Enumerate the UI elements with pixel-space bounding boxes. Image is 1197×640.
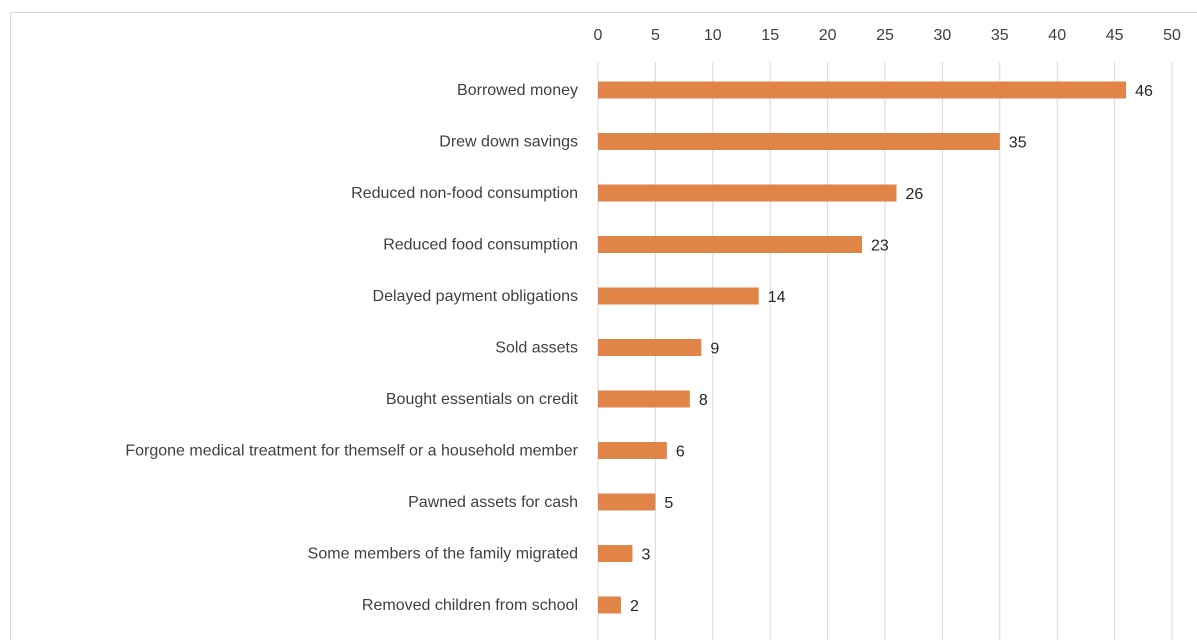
x-tick-label: 5 [651,27,660,44]
x-tick-label: 45 [1106,27,1124,44]
bar [598,184,897,202]
bar [598,545,633,562]
category-label: Drew down savings [439,134,578,151]
x-tick-label: 10 [704,27,722,44]
bar [598,287,759,305]
category-label: Bought essentials on credit [386,391,579,408]
category-label: Forgone medical treatment for themself o… [125,443,578,460]
data-label: 35 [1009,135,1027,152]
chart-border-left [10,12,11,640]
category-label: Borrowed money [457,82,578,99]
x-tick-label: 40 [1048,27,1066,44]
bar [598,339,702,356]
x-tick-label: 30 [934,27,952,44]
x-tick-label: 25 [876,27,894,44]
category-label: Sold assets [495,340,578,357]
bar [598,493,656,511]
bar [598,596,621,614]
bar [598,81,1127,99]
chart-border-top [10,12,1197,13]
x-tick-label: 15 [761,27,779,44]
data-label: 26 [905,186,923,203]
x-tick-label: 0 [594,27,603,44]
data-label: 23 [871,238,889,255]
bar [598,390,690,408]
data-label: 3 [641,547,650,564]
x-tick-label: 50 [1163,27,1181,44]
category-label: Reduced food consumption [383,237,578,254]
bar [598,442,667,459]
data-label: 6 [676,444,685,461]
bar [598,133,1000,150]
data-label: 46 [1135,83,1153,100]
category-label: Reduced non-food consumption [351,185,578,202]
x-tick-label: 35 [991,27,1009,44]
data-label: 2 [630,598,639,615]
x-tick-label: 20 [819,27,837,44]
data-label: 8 [699,392,708,409]
category-label: Removed children from school [362,597,578,614]
category-label: Some members of the family migrated [308,546,578,563]
category-label: Delayed payment obligations [373,288,578,305]
data-label: 5 [664,495,673,512]
data-label: 9 [710,341,719,358]
data-label: 14 [768,289,786,306]
bar [598,236,863,253]
category-label: Pawned assets for cash [408,494,578,511]
